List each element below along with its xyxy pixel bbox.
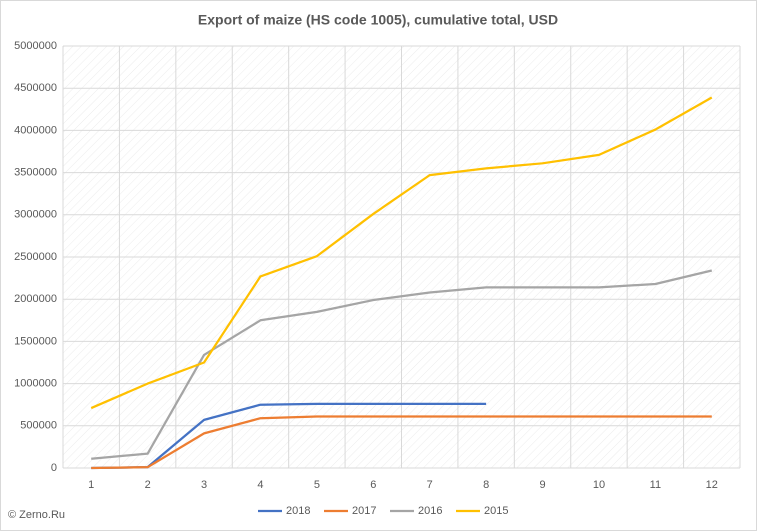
y-tick-label: 4000000 [14,124,57,136]
y-tick-label: 2000000 [14,293,57,305]
x-tick-label: 8 [483,479,489,491]
y-tick-label: 1500000 [14,335,57,347]
legend-label: 2017 [352,505,376,517]
y-tick-label: 3500000 [14,167,57,179]
x-tick-label: 4 [257,479,263,491]
x-tick-label: 1 [88,479,94,491]
watermark: © Zerno.Ru [8,509,65,521]
chart-title: Export of maize (HS code 1005), cumulati… [198,12,558,28]
y-tick-label: 5000000 [14,40,57,52]
y-tick-label: 0 [51,462,57,474]
x-tick-label: 9 [539,479,545,491]
series-line [91,402,487,470]
series-line [90,96,713,410]
y-tick-label: 4500000 [14,82,57,94]
x-tick-label: 2 [145,479,151,491]
y-tick-label: 3000000 [14,209,57,221]
x-tick-label: 10 [593,479,605,491]
y-tick-label: 1000000 [14,378,57,390]
x-tick-label: 12 [706,479,718,491]
y-tick-label: 2500000 [14,251,57,263]
y-tick-label: 500000 [20,420,57,432]
legend-label: 2016 [418,505,442,517]
x-tick-label: 5 [314,479,320,491]
x-tick-label: 3 [201,479,207,491]
x-tick-label: 7 [427,479,433,491]
series-line [91,415,712,470]
legend-label: 2018 [286,505,310,517]
legend-label: 2015 [484,505,508,517]
x-tick-label: 6 [370,479,376,491]
x-tick-label: 11 [650,479,661,491]
series-line [91,269,713,460]
